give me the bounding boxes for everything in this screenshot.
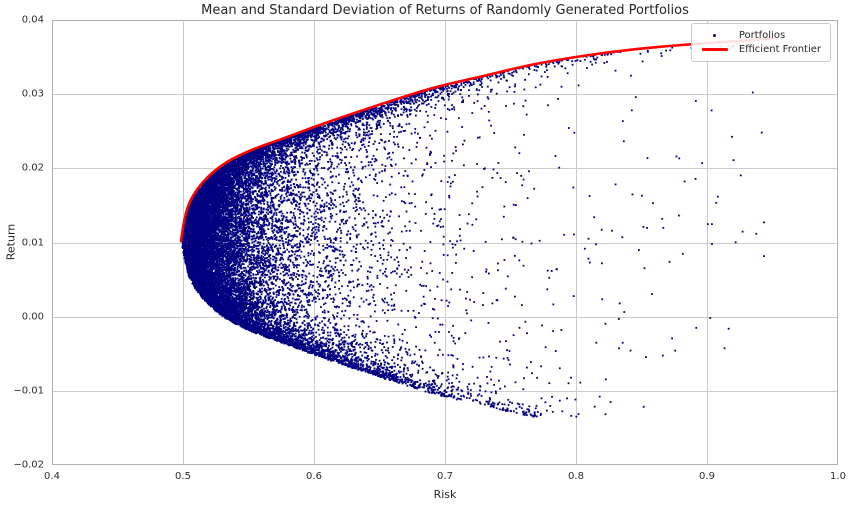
efficient-frontier-line-icon: [701, 47, 728, 51]
portfolios-point-icon: [713, 33, 717, 37]
x-tick-label: 0.5: [175, 471, 191, 482]
x-tick-label: 0.4: [44, 471, 60, 482]
y-tick-label: 0.01: [21, 237, 44, 248]
y-tick-label: 0.02: [21, 162, 44, 174]
x-tick-label: 0.7: [437, 471, 453, 482]
legend: Portfolios Efficient Frontier: [690, 23, 831, 62]
y-tick-label: −0.01: [13, 385, 44, 397]
legend-entry-efficient-frontier: Efficient Frontier: [698, 42, 821, 56]
y-tick-label: −0.02: [13, 459, 44, 471]
y-axis-label: Return: [4, 223, 18, 261]
x-tick-label: 1.0: [830, 471, 846, 482]
x-tick-label: 0.6: [306, 471, 322, 482]
legend-entry-portfolios: Portfolios: [698, 28, 821, 42]
y-tick-label: 0.03: [21, 88, 44, 100]
x-tick-label: 0.8: [568, 471, 584, 482]
legend-label-portfolios: Portfolios: [738, 29, 786, 41]
x-tick-label: 0.9: [699, 471, 715, 482]
legend-label-efficient-frontier: Efficient Frontier: [738, 43, 821, 55]
y-tick-label: 0.00: [21, 311, 44, 323]
chart-title: Mean and Standard Deviation of Returns o…: [201, 3, 689, 18]
x-axis-label: Risk: [433, 488, 457, 501]
y-tick-label: 0.04: [21, 14, 44, 26]
